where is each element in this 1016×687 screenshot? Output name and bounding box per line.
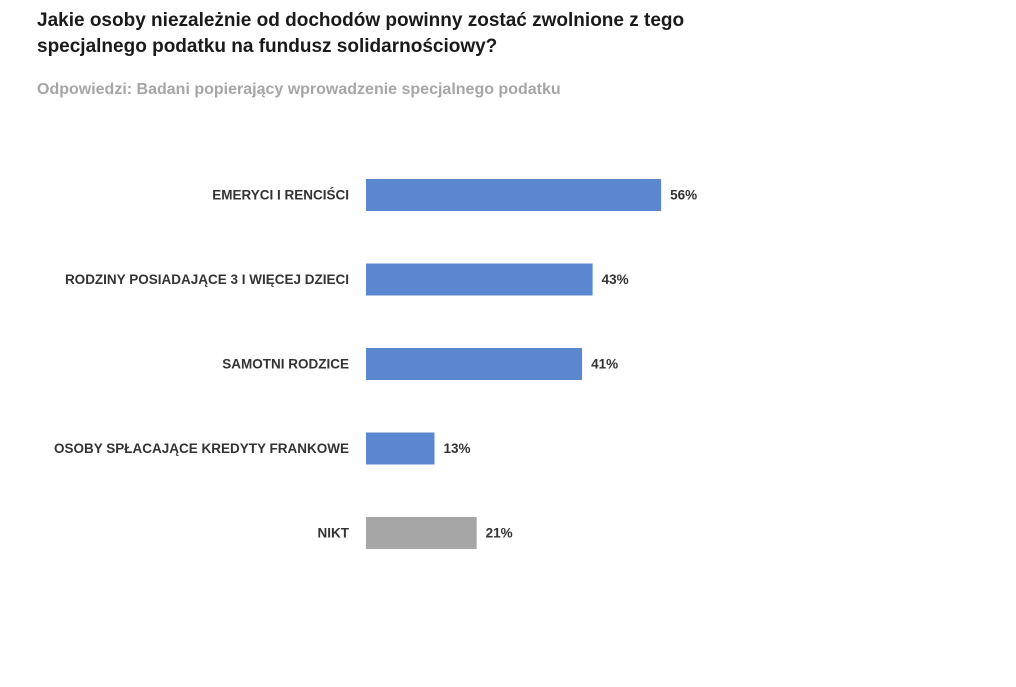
bar-2 — [366, 348, 583, 380]
value-label-0: 56% — [670, 188, 697, 203]
value-label-4: 21% — [486, 526, 513, 541]
category-label-2: SAMOTNI RODZICE — [222, 357, 349, 372]
bar-4 — [366, 517, 477, 549]
value-label-1: 43% — [602, 272, 629, 287]
value-label-2: 41% — [591, 357, 618, 372]
chart-subtitle: Odpowiedzi: Badani popierający wprowadze… — [37, 81, 561, 98]
bar-3 — [366, 432, 435, 465]
category-label-4: NIKT — [318, 526, 350, 541]
category-label-3: OSOBY SPŁACAJĄCE KREDYTY FRANKOWE — [54, 441, 349, 456]
value-label-3: 13% — [444, 441, 471, 456]
chart-title: Jakie osoby niezależnie od dochodów powi… — [37, 10, 685, 57]
category-label-0: EMERYCI I RENCIŚCI — [212, 188, 349, 203]
category-label-1: RODZINY POSIADAJĄCE 3 I WIĘCEJ DZIECI — [65, 272, 349, 287]
bar-0 — [366, 179, 662, 211]
bar-1 — [366, 263, 593, 296]
